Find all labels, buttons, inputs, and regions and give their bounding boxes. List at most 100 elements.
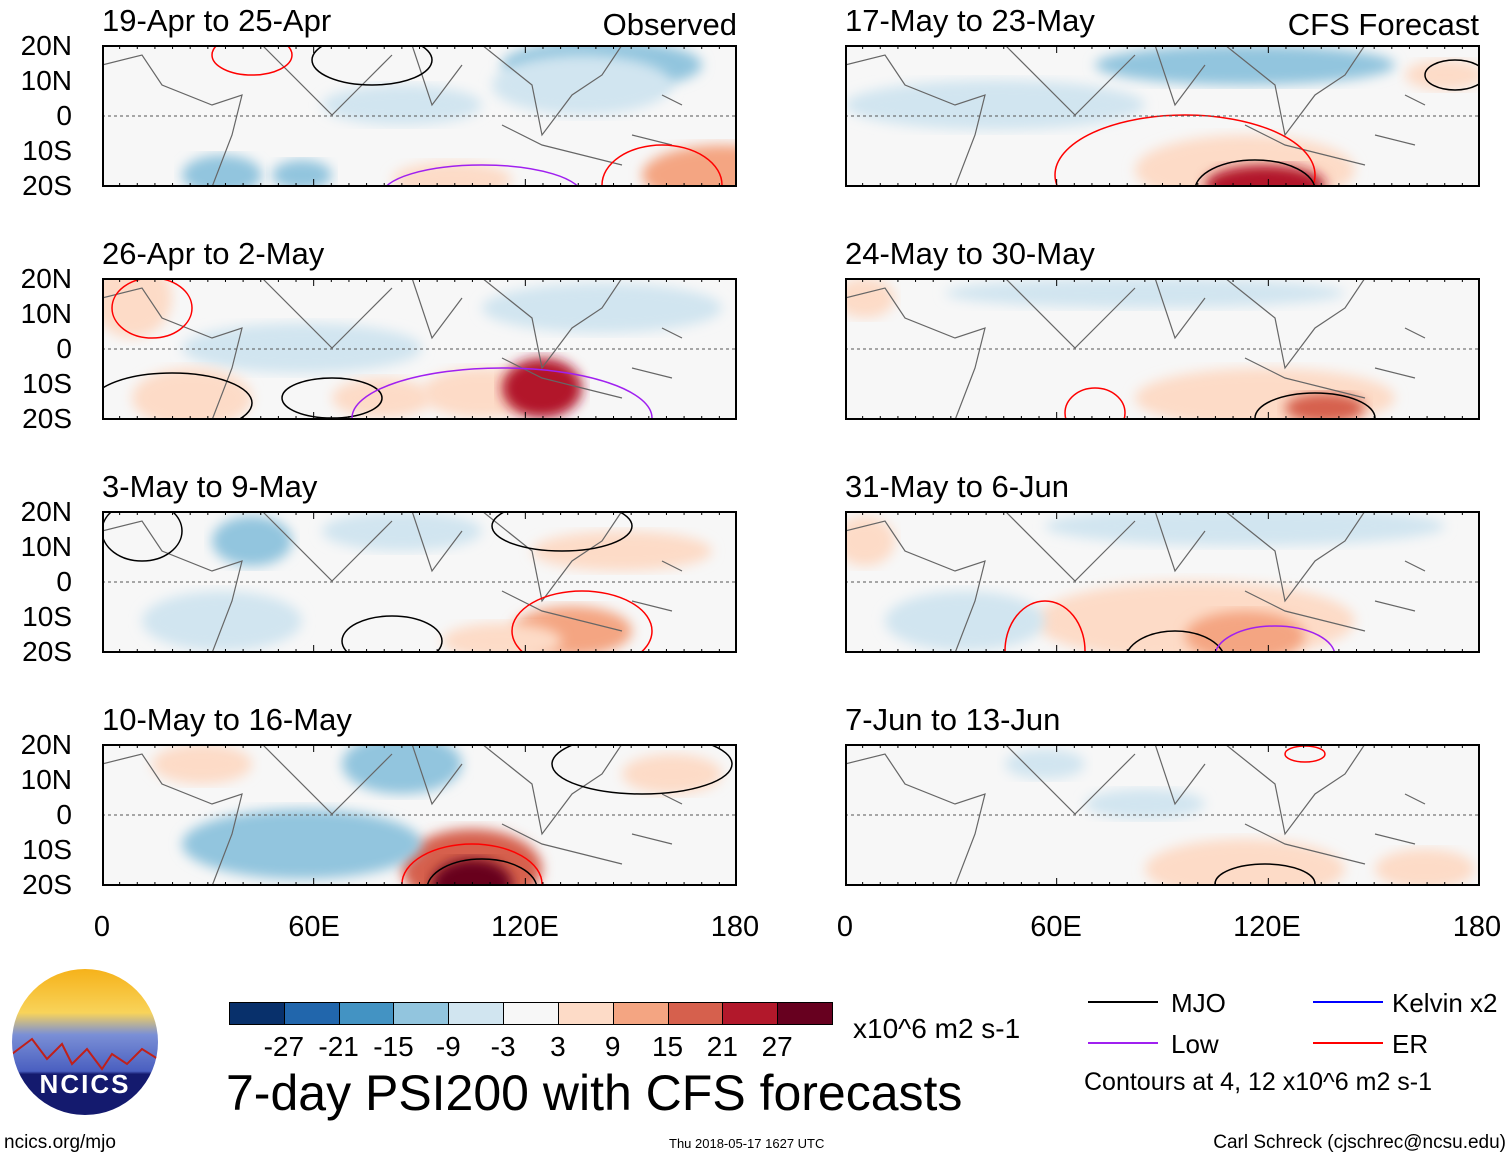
panel-title: 26-Apr to 2-May [102, 236, 325, 271]
wave-contour [1125, 630, 1225, 653]
lat-label: 10S [22, 601, 72, 632]
wave-contour [426, 858, 538, 886]
wave-contour [384, 164, 580, 187]
footer-url[interactable]: ncics.org/mjo [4, 1132, 116, 1153]
map-panel [845, 45, 1480, 187]
panel-title: 31-May to 6-Jun [845, 469, 1069, 504]
anomaly-shading [622, 754, 722, 794]
colorbar-swatch [667, 1002, 724, 1025]
anomaly-shading [132, 368, 252, 420]
panel-title: 17-May to 23-May [845, 3, 1095, 38]
anomaly-shading [442, 623, 562, 653]
coastline [102, 744, 683, 886]
colorbar-swatch [338, 1002, 395, 1025]
wave-contour [491, 511, 633, 552]
colorbar-units: x10^6 m2 s-1 [853, 1013, 1021, 1044]
colorbar-swatch [229, 1002, 285, 1025]
anomaly-shading [885, 591, 1045, 651]
anomaly-shading [532, 531, 712, 571]
anomaly-shading [142, 591, 302, 651]
wave-contour [102, 511, 183, 562]
anomaly-shading [102, 278, 172, 338]
anomaly-shading [492, 55, 672, 115]
colorbar-swatch [503, 1002, 559, 1025]
lon-label: 120E [491, 911, 559, 943]
map-panel [845, 744, 1480, 886]
lon-label: 180 [1452, 911, 1502, 943]
legend-label: MJO [1171, 988, 1226, 1018]
colorbar-label: -9 [435, 1031, 461, 1062]
anomaly-shading [1005, 749, 1085, 779]
wave-contour [1424, 59, 1480, 91]
lat-label: 20N [20, 729, 72, 760]
colorbar-swatch [612, 1002, 669, 1025]
coastline [845, 45, 1426, 187]
anomaly-shading [845, 516, 895, 566]
wave-contour [1214, 625, 1336, 653]
coastline [102, 511, 683, 653]
lat-label: 0 [56, 100, 72, 131]
footer-credit: Carl Schreck (cjschrec@ncsu.edu) [1213, 1132, 1506, 1153]
legend-label: Low [1171, 1029, 1219, 1059]
lat-label: 10N [20, 764, 72, 795]
legend-swatch-low [1088, 1042, 1158, 1044]
lat-label: 10S [22, 368, 72, 399]
anomaly-shading [502, 358, 582, 418]
anomaly-shading [845, 80, 1145, 130]
wave-contour [511, 590, 653, 653]
lat-label: 10S [22, 135, 72, 166]
anomaly-shading [1145, 839, 1345, 886]
anomaly-shading [1205, 165, 1325, 187]
map-panel [845, 511, 1480, 653]
lon-label: 60E [1030, 911, 1082, 943]
colorbar-swatch [722, 1002, 779, 1025]
lon-label: 0 [836, 911, 854, 943]
lat-label: 10N [20, 65, 72, 96]
coastline [102, 45, 683, 187]
anomaly-shading [1285, 393, 1365, 420]
anomaly-shading [845, 278, 895, 318]
lat-label: 0 [56, 799, 72, 830]
legend-swatch-kelvin [1313, 1001, 1383, 1003]
lat-label: 20S [22, 403, 72, 434]
colorbar-label: -21 [318, 1031, 359, 1062]
anomaly-shading [322, 511, 482, 551]
colorbar-swatch [557, 1002, 614, 1025]
panel-title: 19-Apr to 25-Apr [102, 3, 332, 38]
anomaly-shading [1375, 849, 1475, 886]
wave-contour [1054, 114, 1316, 187]
contour-note: Contours at 4, 12 x10^6 m2 s-1 [1084, 1068, 1433, 1096]
coastline [845, 511, 1426, 653]
anomaly-shading [1085, 789, 1205, 819]
lat-label: 10N [20, 298, 72, 329]
coastline [845, 744, 1426, 886]
map-panel [102, 278, 737, 420]
lat-label: 10N [20, 531, 72, 562]
colorbar-swatch [283, 1002, 340, 1025]
legend-swatch-mjo [1088, 1001, 1158, 1003]
anomaly-shading [182, 809, 422, 879]
coastline [845, 278, 1426, 420]
legend-swatch-er [1313, 1042, 1383, 1044]
colorbar-label: 3 [550, 1031, 566, 1062]
colorbar-label: -3 [490, 1031, 516, 1062]
colorbar-label: 15 [651, 1031, 684, 1062]
wave-contour [1194, 159, 1316, 187]
colorbar-label: -15 [373, 1031, 414, 1062]
wave-contour [341, 615, 443, 653]
colorbar-label: -27 [263, 1031, 305, 1062]
lon-label: 0 [93, 911, 111, 943]
anomaly-shading [432, 859, 512, 886]
lat-label: 20S [22, 869, 72, 900]
map-panel [102, 744, 737, 886]
lat-label: 20S [22, 170, 72, 201]
anomaly-shading [212, 516, 292, 566]
anomaly-shading [322, 85, 482, 125]
colorbar-label: 21 [706, 1031, 738, 1062]
anomaly-shading [152, 744, 252, 784]
logo-text: NCICS [39, 1069, 131, 1099]
colorbar-swatch [777, 1002, 833, 1025]
wave-contour [102, 372, 253, 420]
lon-label: 180 [710, 911, 760, 943]
wave-contour [111, 278, 193, 339]
